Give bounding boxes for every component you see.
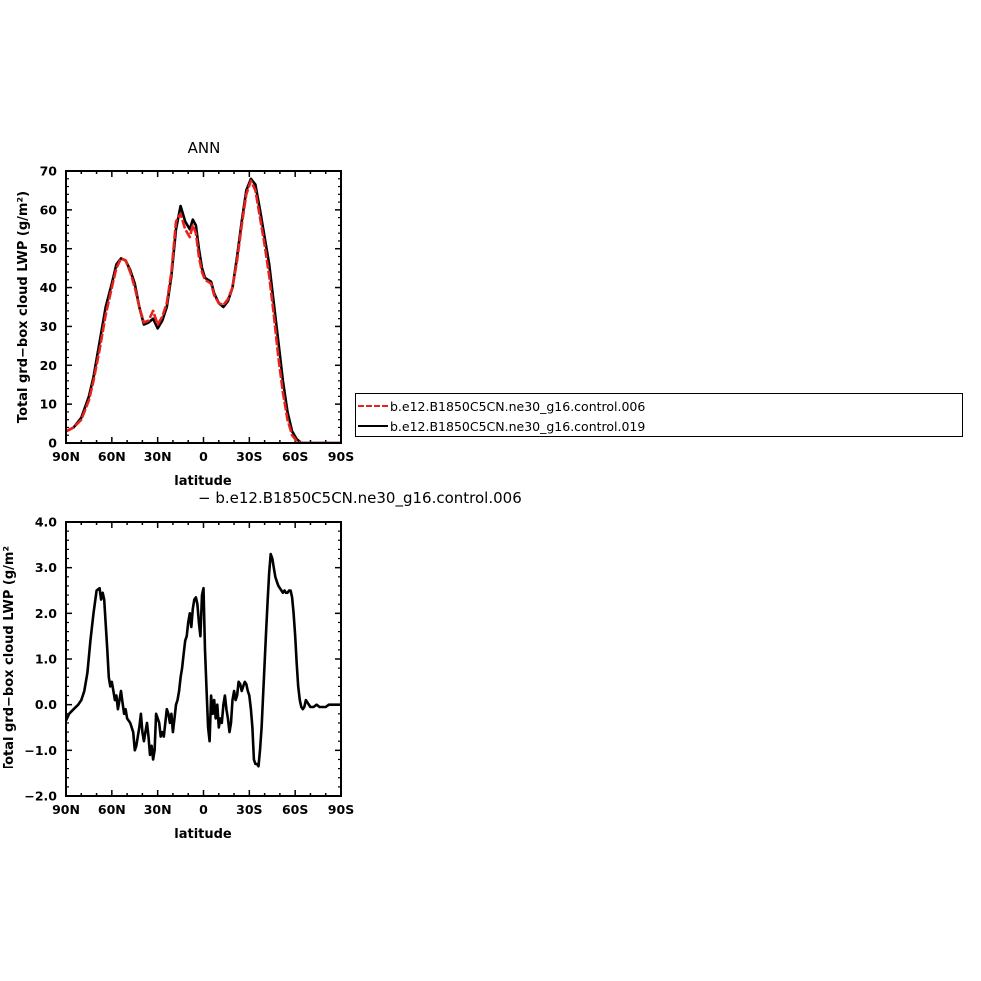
top-y-axis-label: Total grd−box cloud LWP (g/m²) (16, 191, 31, 423)
top-panel: ANN Total grd−box cloud LWP (g/m²) latit… (16, 139, 354, 489)
bottom-y-tick-label: 4.0 (35, 515, 57, 530)
top-y-tick-label: 70 (40, 164, 58, 179)
top-series-line-0 (66, 179, 341, 443)
bottom-y-tick-label: 1.0 (35, 652, 57, 667)
legend-label: b.e12.B1850C5CN.ne30_g16.control.019 (390, 418, 646, 434)
legend-label: b.e12.B1850C5CN.ne30_g16.control.006 (390, 398, 646, 414)
top-axis-ticks: 90N 60N 30N 0 30S 60S 90S 0 10 20 30 40 50 60 70 (40, 164, 355, 465)
top-y-tick-label: 40 (40, 280, 58, 295)
top-y-tick-label: 10 (40, 397, 58, 412)
top-x-tick-label: 30N (144, 449, 172, 464)
bottom-x-tick-label: 30N (144, 802, 172, 817)
top-plot-frame (65, 170, 342, 444)
bottom-axis-ticks: 90N 60N 30N 0 30S 60S 90S −2.0 −1.0 0.0 1.0 2.0 3.0 4… (24, 515, 354, 818)
legend-item-control-006: b.e12.B1850C5CN.ne30_g16.control.006 (358, 397, 645, 415)
bottom-x-tick-label: 60N (98, 802, 126, 817)
bottom-series-group (66, 552, 341, 768)
top-x-tick-label: 90S (328, 449, 354, 464)
bottom-y-tick-label: 2.0 (35, 606, 57, 621)
top-y-tick-label: 50 (40, 241, 58, 256)
top-chart-title: ANN (188, 139, 221, 157)
bottom-y-tick-label: −2.0 (24, 789, 57, 804)
legend-swatch-red-dashed (358, 405, 388, 407)
top-x-tick-label: 60S (282, 449, 308, 464)
legend-swatch-black-solid (358, 425, 388, 427)
legend: b.e12.B1850C5CN.ne30_g16.control.006 b.e… (355, 393, 963, 437)
top-x-tick-label: 30S (236, 449, 262, 464)
bottom-plot-frame (65, 521, 342, 797)
bottom-series-line-0 (66, 552, 341, 768)
top-y-tick-label: 60 (40, 202, 58, 217)
bottom-chart-title: − b.e12.B1850C5CN.ne30_g16.control.006 (198, 489, 522, 508)
bottom-x-tick-label: 90S (328, 802, 354, 817)
bottom-x-tick-label: 30S (236, 802, 262, 817)
top-x-tick-label: 0 (199, 449, 208, 464)
bottom-x-tick-label: 90N (52, 802, 80, 817)
top-y-tick-label: 30 (40, 319, 58, 334)
top-y-tick-label: 0 (48, 436, 57, 451)
bottom-x-tick-label: 60S (282, 802, 308, 817)
bottom-y-tick-label: −1.0 (24, 743, 57, 758)
bottom-x-tick-label: 0 (199, 802, 208, 817)
top-series-line-1 (66, 177, 341, 443)
legend-item-control-019: b.e12.B1850C5CN.ne30_g16.control.019 (358, 417, 645, 435)
bottom-y-tick-label: 3.0 (35, 560, 57, 575)
top-series-group (66, 177, 341, 443)
bottom-y-axis-label: Total grd−box cloud LWP (g/m²) (2, 540, 17, 772)
bottom-x-axis-label: latitude (174, 827, 232, 842)
top-x-axis-label: latitude (174, 474, 232, 489)
bottom-y-tick-label: 0.0 (35, 697, 57, 712)
top-x-tick-label: 90N (52, 449, 80, 464)
top-x-tick-label: 60N (98, 449, 126, 464)
top-y-tick-label: 20 (40, 358, 58, 373)
bottom-panel: − b.e12.B1850C5CN.ne30_g16.control.006 T… (2, 489, 522, 842)
